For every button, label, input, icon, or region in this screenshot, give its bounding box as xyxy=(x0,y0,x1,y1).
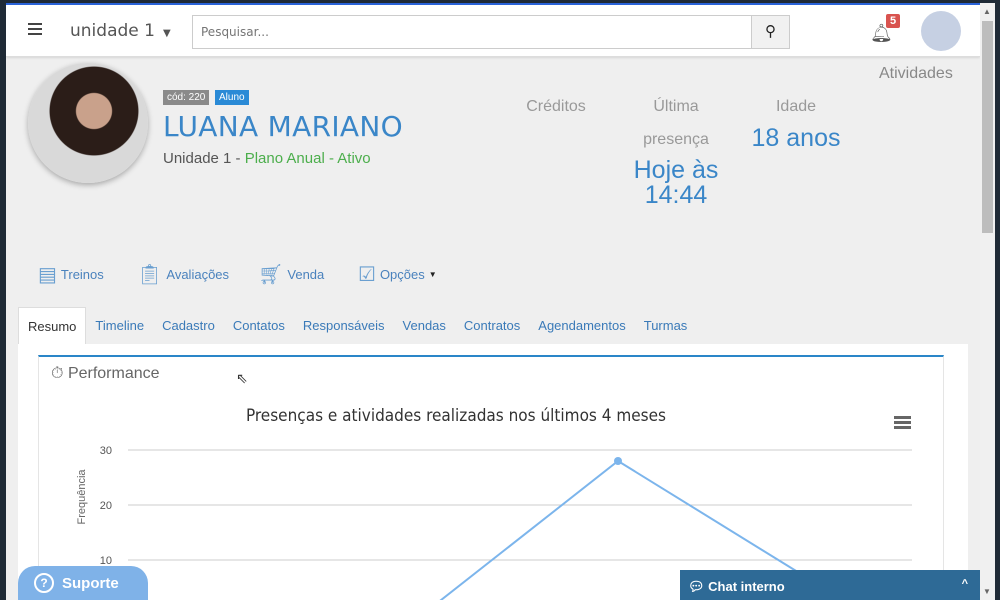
clipboard-heart-icon: 📋︎ xyxy=(137,264,163,286)
tabs: Resumo Timeline Cadastro Contatos Respon… xyxy=(18,307,696,345)
caret-down-icon: ▼ xyxy=(162,28,171,39)
tab-resumo[interactable]: Resumo xyxy=(18,307,87,345)
mouse-cursor-icon: ⇖ xyxy=(236,370,248,386)
caret-down-icon: ▼ xyxy=(428,270,437,279)
idade-value: 18 anos xyxy=(751,124,841,152)
checklist-icon: ☑ xyxy=(358,264,376,286)
notification-badge: 5 xyxy=(886,14,901,28)
performance-card: Presenças e atividades realizadas nos úl… xyxy=(38,355,944,600)
search-input[interactable] xyxy=(192,15,752,49)
opcoes-dropdown[interactable]: ☑ Opções ▼ xyxy=(358,262,437,287)
panel-title-text: Performance xyxy=(67,365,160,382)
ultima-time: 14:44 xyxy=(644,181,708,209)
y-tick-label: 10 xyxy=(100,555,112,567)
tab-turmas[interactable]: Turmas xyxy=(643,318,688,333)
tab-panel: Presenças e atividades realizadas nos úl… xyxy=(18,344,968,600)
profile-photo xyxy=(28,63,148,183)
scroll-up-icon[interactable]: ▲ xyxy=(983,7,991,16)
tab-agendamentos[interactable]: Agendamentos xyxy=(538,318,626,333)
tab-vendas[interactable]: Vendas xyxy=(402,318,446,333)
venda-button[interactable]: 🛒︎ Venda xyxy=(258,262,324,287)
chevron-up-icon[interactable]: ^ xyxy=(961,578,968,590)
atividades-link[interactable]: Atividades xyxy=(879,65,953,82)
role-badge: Aluno xyxy=(215,90,249,105)
code-badge: cód: 220 xyxy=(163,90,210,105)
presenca-label: presença xyxy=(643,131,709,148)
help-icon: ? xyxy=(34,573,54,593)
scrollbar[interactable]: ▲ ▼ xyxy=(980,3,995,600)
suporte-button[interactable]: ? Suporte xyxy=(18,566,148,600)
ultima-label: Última xyxy=(653,98,699,115)
data-point[interactable] xyxy=(614,457,622,465)
avaliacoes-button[interactable]: 📋︎ Avaliações xyxy=(137,262,229,287)
chat-interno-bar[interactable]: 💬︎ Chat interno ^ xyxy=(680,570,980,600)
user-avatar[interactable] xyxy=(921,11,961,51)
suporte-label: Suporte xyxy=(62,574,119,592)
scrollbar-thumb[interactable] xyxy=(982,21,993,233)
chat-icon: 💬︎ xyxy=(688,579,705,594)
opcoes-label: Opções xyxy=(379,267,425,282)
workout-icon: ▤ xyxy=(38,264,57,286)
stopwatch-icon: ⏱ xyxy=(51,365,64,382)
unit-label: unidade 1 xyxy=(70,21,155,41)
chart-menu-icon[interactable] xyxy=(894,416,911,429)
student-subtitle: Unidade 1 - Plano Anual - Ativo xyxy=(163,150,371,167)
y-axis-label: Frequência xyxy=(76,469,88,525)
bell-icon[interactable]: 🔔︎ xyxy=(870,23,893,43)
creditos-label: Créditos xyxy=(526,98,586,115)
tab-responsaveis[interactable]: Responsáveis xyxy=(302,318,385,333)
treinos-label: Treinos xyxy=(60,267,104,282)
cart-icon: 🛒︎ xyxy=(258,264,284,286)
performance-chart: Presenças e atividades realizadas nos úl… xyxy=(76,406,912,600)
y-tick-label: 20 xyxy=(100,500,112,512)
idade-label: Idade xyxy=(775,98,817,115)
tab-contratos[interactable]: Contratos xyxy=(463,318,521,333)
menu-icon[interactable] xyxy=(28,23,42,35)
chat-label: Chat interno xyxy=(708,579,785,594)
tab-cadastro[interactable]: Cadastro xyxy=(162,318,215,333)
y-tick-label: 30 xyxy=(100,445,112,457)
plan-status: Plano Anual - Ativo xyxy=(244,150,371,167)
search-button[interactable]: ⚲ xyxy=(751,15,790,49)
unit-text: Unidade 1 - xyxy=(163,150,245,167)
avaliacoes-label: Avaliações xyxy=(166,267,230,282)
tab-timeline[interactable]: Timeline xyxy=(95,318,145,333)
treinos-button[interactable]: ▤ Treinos xyxy=(38,262,104,287)
unit-selector[interactable]: unidade 1 ▼ xyxy=(70,21,171,41)
scroll-down-icon[interactable]: ▼ xyxy=(983,587,991,596)
ultima-value: Hoje às xyxy=(633,156,719,184)
tab-contatos[interactable]: Contatos xyxy=(232,318,285,333)
venda-label: Venda xyxy=(287,267,325,282)
app-window: unidade 1 ▼ ⚲ 🔔︎ 5 Atividades cód: 220 Al… xyxy=(6,3,980,600)
top-bar: unidade 1 ▼ ⚲ 🔔︎ 5 xyxy=(6,5,980,57)
chart-title: Presenças e atividades realizadas nos úl… xyxy=(246,406,666,426)
student-name: LUANA MARIANO xyxy=(163,110,403,143)
panel-title: ⏱ Performance xyxy=(51,365,160,383)
